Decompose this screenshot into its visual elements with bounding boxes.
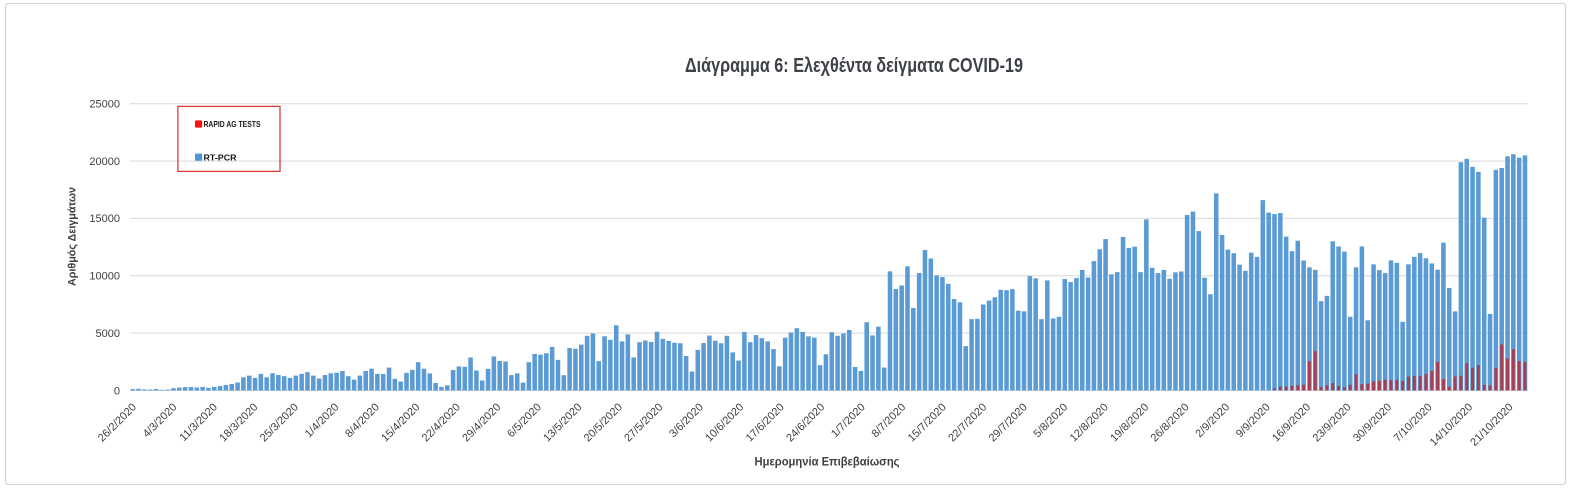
svg-text:25000: 25000: [89, 99, 120, 111]
svg-text:20000: 20000: [89, 156, 120, 168]
svg-text:0: 0: [114, 385, 120, 397]
svg-text:5000: 5000: [96, 328, 120, 340]
svg-text:RT-PCR: RT-PCR: [204, 152, 237, 162]
svg-text:10000: 10000: [89, 271, 120, 283]
svg-text:Αριθμός Δειγμάτων: Αριθμός Δειγμάτων: [67, 187, 79, 286]
svg-text:15000: 15000: [89, 213, 120, 225]
svg-text:RAPID AG TESTS: RAPID AG TESTS: [204, 119, 261, 129]
svg-text:Ημερομηνία Επιβεβαίωσης: Ημερομηνία Επιβεβαίωσης: [755, 455, 900, 469]
svg-text:Διάγραμμα 6: Ελεχθέντα δείγματ: Διάγραμμα 6: Ελεχθέντα δείγματα COVID-19: [685, 54, 1023, 77]
